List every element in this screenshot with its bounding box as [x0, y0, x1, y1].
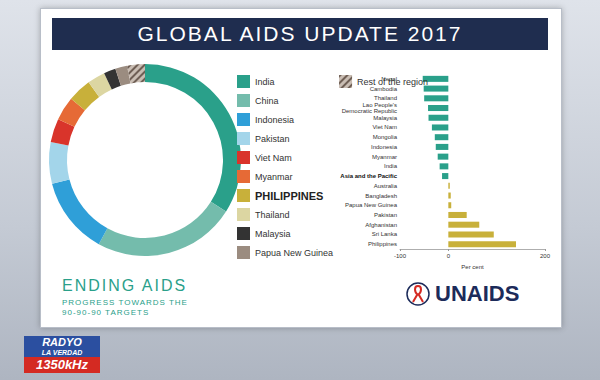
svg-text:Bangladesh: Bangladesh — [365, 193, 397, 199]
html-text:PROGRESS TOWARDS THE: PROGRESS TOWARDS THE — [62, 298, 188, 307]
svg-text:Democratic Republic: Democratic Republic — [342, 108, 397, 114]
html-text:RADYO: RADYO — [42, 336, 82, 348]
svg-text:India: India — [255, 77, 275, 87]
html-text:LA VERDAD: LA VERDAD — [41, 349, 83, 356]
html-text:90-90-90 TARGETS: 90-90-90 TARGETS — [62, 308, 150, 317]
svg-text:PHILIPPINES: PHILIPPINES — [255, 190, 323, 202]
svg-text:Philippines: Philippines — [368, 241, 397, 247]
svg-text:200: 200 — [540, 253, 551, 259]
svg-text:Malaysia: Malaysia — [255, 229, 291, 239]
svg-text:India: India — [384, 163, 398, 169]
svg-text:Viet Nam: Viet Nam — [255, 153, 292, 163]
svg-text:0: 0 — [447, 253, 451, 259]
svg-text:Papua New Guinea: Papua New Guinea — [255, 248, 333, 258]
html-text:GLOBAL AIDS UPDATE 2017: GLOBAL AIDS UPDATE 2017 — [137, 22, 463, 45]
svg-text:Papua New Guinea: Papua New Guinea — [345, 202, 398, 208]
svg-text:China: China — [255, 96, 279, 106]
svg-text:Malaysia: Malaysia — [373, 115, 397, 121]
html-text:ENDING AIDS: ENDING AIDS — [62, 277, 188, 294]
svg-text:Sri Lanka: Sri Lanka — [372, 231, 398, 237]
svg-text:Asia and the Pacific: Asia and the Pacific — [340, 173, 397, 179]
svg-text:Pakistan: Pakistan — [374, 212, 397, 218]
svg-text:Pakistan: Pakistan — [255, 134, 290, 144]
svg-text:Thailand: Thailand — [255, 210, 290, 220]
html-text:1350kHz: 1350kHz — [36, 357, 88, 372]
svg-text:Australia: Australia — [374, 183, 398, 189]
svg-text:Myanmar: Myanmar — [372, 154, 397, 160]
svg-text:Thailand: Thailand — [374, 95, 397, 101]
svg-text:Cambodia: Cambodia — [369, 85, 397, 92]
svg-text:Indonesia: Indonesia — [371, 144, 398, 150]
svg-text:Afghanistan: Afghanistan — [365, 222, 397, 228]
svg-text:Mongolia: Mongolia — [373, 134, 398, 140]
svg-text:Viet Nam: Viet Nam — [372, 124, 397, 130]
svg-text:Per cent: Per cent — [461, 264, 484, 270]
svg-text:Lao People's: Lao People's — [362, 102, 397, 108]
svg-text:-100: -100 — [394, 253, 407, 259]
svg-text:Rest of the region: Rest of the region — [357, 77, 428, 87]
svg-text:Myanmar: Myanmar — [255, 172, 293, 182]
html-text:UNAIDS: UNAIDS — [435, 281, 520, 306]
svg-text:Indonesia: Indonesia — [255, 115, 294, 125]
